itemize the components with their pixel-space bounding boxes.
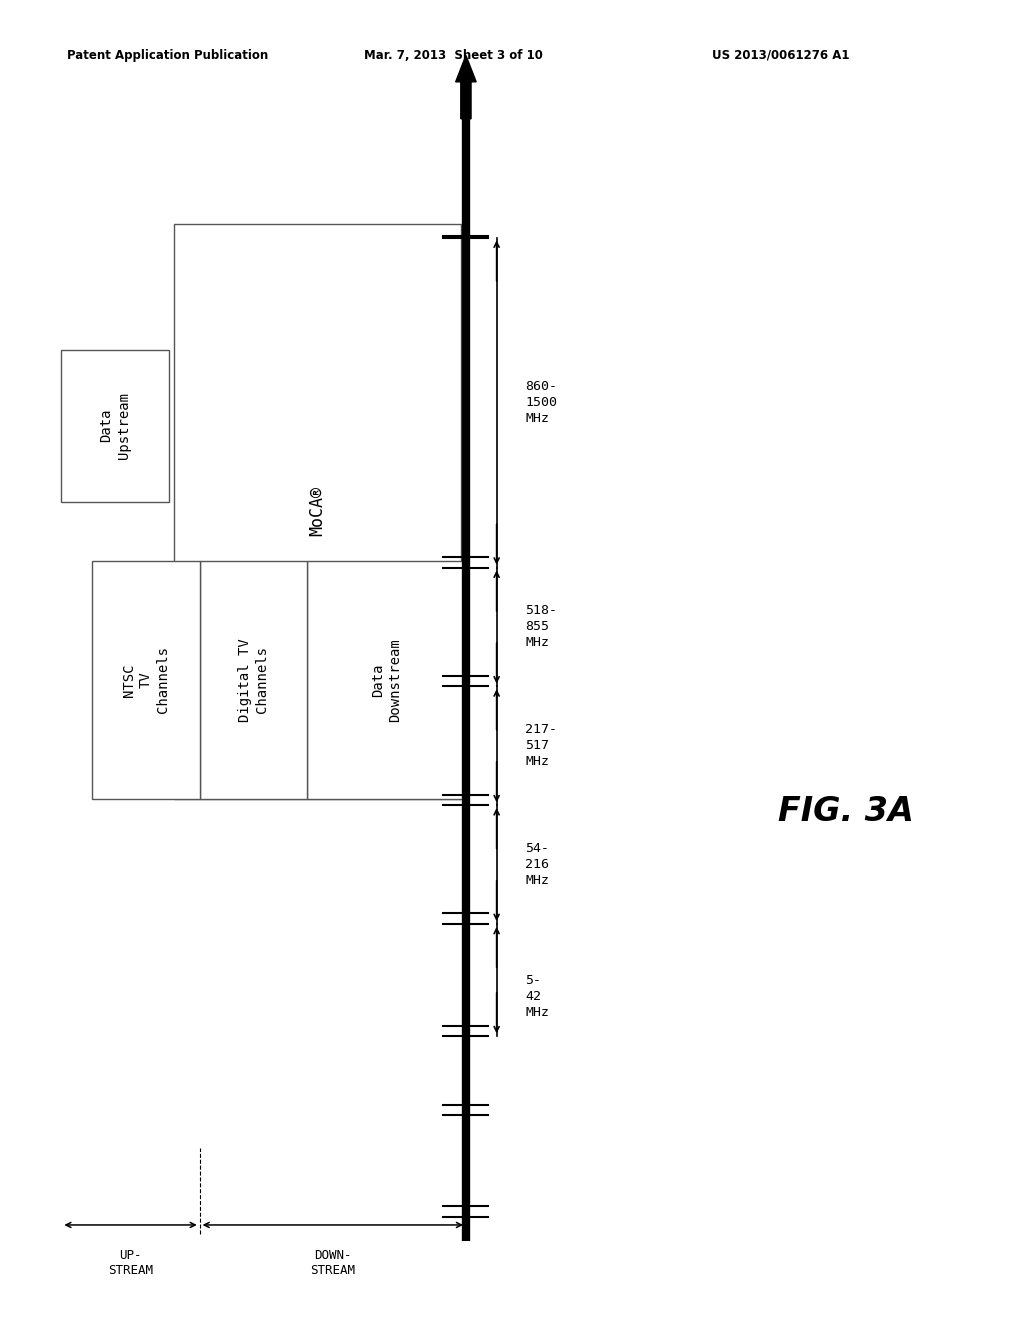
Text: 860-
1500
MHz: 860- 1500 MHz <box>525 380 557 425</box>
Bar <box>200 561 307 799</box>
Text: FIG. 3A: FIG. 3A <box>778 795 914 829</box>
Text: 217-
517
MHz: 217- 517 MHz <box>525 723 557 768</box>
Bar <box>307 561 466 799</box>
Text: MoCA®: MoCA® <box>308 487 327 536</box>
Text: 518-
855
MHz: 518- 855 MHz <box>525 605 557 649</box>
Text: Digital TV
Channels: Digital TV Channels <box>238 638 269 722</box>
Text: 5-
42
MHz: 5- 42 MHz <box>525 974 549 1019</box>
Text: Data
Downstream: Data Downstream <box>371 638 402 722</box>
Text: NTSC
TV
Channels: NTSC TV Channels <box>122 647 170 713</box>
Text: UP-
STREAM: UP- STREAM <box>109 1249 153 1276</box>
FancyArrow shape <box>456 55 476 119</box>
Text: DOWN-
STREAM: DOWN- STREAM <box>310 1249 355 1276</box>
Text: Mar. 7, 2013  Sheet 3 of 10: Mar. 7, 2013 Sheet 3 of 10 <box>364 49 543 62</box>
Text: 54-
216
MHz: 54- 216 MHz <box>525 842 549 887</box>
Bar <box>92 561 200 799</box>
Text: US 2013/0061276 A1: US 2013/0061276 A1 <box>712 49 849 62</box>
Bar <box>61 350 169 502</box>
Bar <box>174 224 461 799</box>
Text: Patent Application Publication: Patent Application Publication <box>67 49 268 62</box>
Text: Data
Upstream: Data Upstream <box>99 392 131 459</box>
